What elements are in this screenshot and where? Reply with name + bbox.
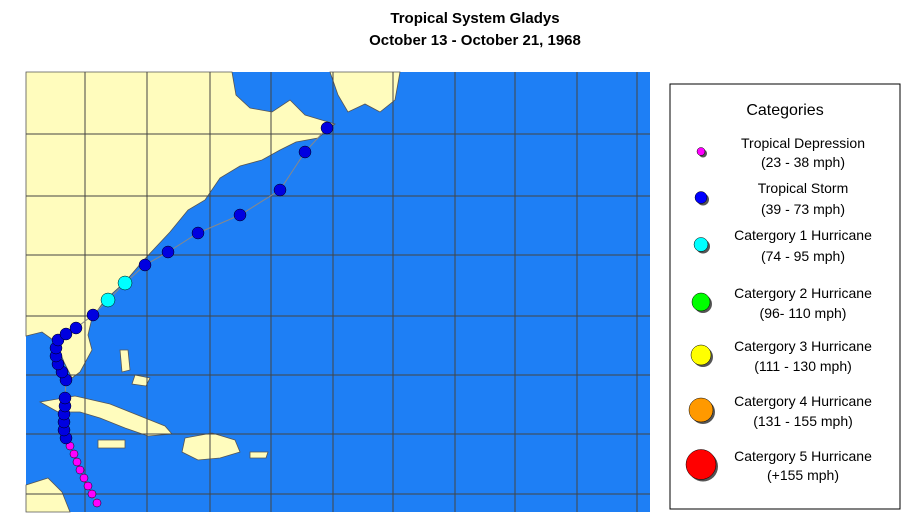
- legend-range: (39 - 73 mph): [761, 201, 845, 217]
- legend-range: (111 - 130 mph): [754, 358, 852, 374]
- legend-title: Categories: [746, 102, 823, 119]
- graticule: [26, 72, 650, 512]
- legend-label: Catergory 5 Hurricane: [734, 448, 872, 464]
- legend: Categories Tropical Depression (23 - 38 m…: [669, 83, 901, 510]
- legend-range: (+155 mph): [767, 467, 839, 483]
- legend-marker: [693, 237, 709, 252]
- legend-marker: [691, 292, 711, 312]
- legend-marker: [694, 191, 708, 204]
- legend-range: (74 - 95 mph): [761, 248, 845, 264]
- map: [25, 71, 650, 513]
- legend-marker: [685, 449, 717, 480]
- legend-label: Catergory 3 Hurricane: [734, 338, 872, 354]
- legend-label: Tropical Storm: [758, 180, 849, 196]
- title: Tropical System Gladys: [390, 10, 559, 27]
- legend-label: Catergory 1 Hurricane: [734, 227, 872, 243]
- track-points: [49, 121, 334, 508]
- legend-marker: [688, 397, 714, 423]
- legend-range: (23 - 38 mph): [761, 154, 845, 170]
- legend-range: (131 - 155 mph): [753, 413, 853, 429]
- legend-label: Tropical Depression: [741, 135, 865, 151]
- legend-marker: [690, 344, 712, 366]
- legend-range: (96- 110 mph): [760, 305, 847, 321]
- subtitle: October 13 - October 21, 1968: [369, 32, 581, 49]
- legend-label: Catergory 4 Hurricane: [734, 393, 872, 409]
- legend-label: Catergory 2 Hurricane: [734, 285, 872, 301]
- legend-marker: [696, 147, 706, 156]
